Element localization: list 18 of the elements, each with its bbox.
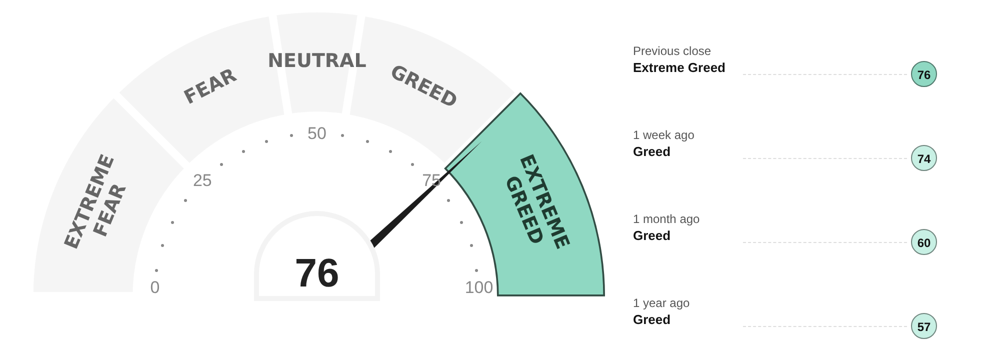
category-label: 1 year ago <box>633 296 690 310</box>
category-label: 1 month ago <box>633 212 700 226</box>
text: 25 <box>192 171 212 192</box>
category-label: Previous close <box>633 44 712 58</box>
category-label: 1 week ago <box>633 128 694 142</box>
text: Extreme Greed <box>633 60 726 75</box>
data-label: 76 <box>911 61 937 87</box>
data-label: 57 <box>911 313 937 339</box>
text: 50 <box>308 124 326 144</box>
text: Greed <box>633 312 671 327</box>
text: Greed <box>633 228 671 243</box>
text: 0 <box>150 278 160 298</box>
data-label: 74 <box>911 145 937 171</box>
text: Greed <box>633 144 671 159</box>
text: 100 <box>464 278 494 298</box>
data-label: 60 <box>911 229 937 255</box>
text: 76 <box>294 252 340 296</box>
slice-label: NEUTRAL <box>268 50 366 72</box>
